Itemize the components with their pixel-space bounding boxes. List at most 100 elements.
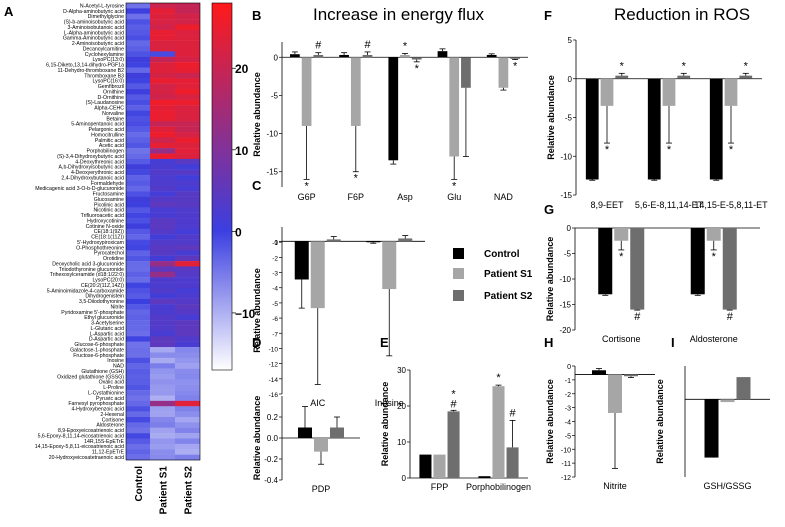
panel-e-category-label: Porphobilinogen [466,482,531,492]
panel-letter-i: I [671,335,675,350]
panel-e-y-tick-label: 20 [397,402,406,411]
panel-g-y-tick-label: 0 [567,224,572,233]
heatmap-row-label: L-Cystathionine [88,390,124,396]
heatmap-row-label: Orotidine [103,256,124,262]
heatmap-cell [126,255,150,262]
panel-b-bar [313,54,324,58]
heatmap-cell [175,320,200,326]
heatmap-cell [175,336,200,342]
heatmap-row-label: D-Aspartic acid [89,337,124,343]
panel-c-y-tick-label: -10 [269,346,279,353]
heatmap-cell [126,148,150,154]
panel-b-bar [290,54,300,58]
panel-c-y-tick-label: -12 [269,362,279,369]
heatmap-row-label: Acetic acid [99,143,124,149]
colorbar-tick-label: 20 [235,62,249,76]
heatmap-cell [175,29,200,36]
heatmap-row-label: 20-Hydroxyeicosatetraenoic acid [49,455,124,461]
heatmap-cell [126,347,150,353]
heatmap-row-label: Farnesyl pyrophosphate [68,401,124,407]
heatmap-row-label: D-Alpha-aminobutyric acid [63,9,124,15]
panel-c-y-tick-label: -2 [272,255,278,262]
heatmap-cell [126,24,150,31]
heatmap-cell [150,35,175,41]
heatmap-cell [150,427,175,434]
panel-letter-d: D [252,335,261,350]
heatmap-cell [126,395,150,402]
heatmap-cell [150,357,175,364]
heatmap-cell [175,67,200,74]
heatmap-cell [150,309,175,316]
panel-g-category-label: Cortisone [602,334,641,344]
heatmap-cell [175,325,200,332]
heatmap-cell [126,314,150,321]
panel-e-significance-mark: # [450,398,457,410]
panel-d-y-tick-label: -0.2 [264,455,278,464]
heatmap-cell [175,341,200,348]
heatmap-cell [175,293,200,299]
panel-letter-a: A [4,4,14,19]
panel-e-significance-mark: * [451,388,456,400]
heatmap-row-label: Dihydrogenistein [85,294,124,300]
heatmap-row-label: L-Aspartic acid [90,331,124,337]
panel-g-bar [614,228,629,241]
heatmap-row-label: Hydroxycotinine [87,218,124,224]
heatmap-cell [126,250,150,256]
panel-e-significance-mark: # [509,407,516,419]
heatmap-cell [150,175,175,181]
panel-b-significance-mark: # [364,39,371,51]
heatmap-cell [150,196,175,203]
heatmap-cell [150,121,175,127]
heatmap-row-label: Medicagenic acid 3-O-b-D-glucuronide [35,186,124,192]
heatmap-cell [150,115,175,122]
heatmap-cell [150,148,175,154]
heatmap-row-label: Nicotinic acid [93,208,124,214]
heatmap-cell [150,266,175,273]
heatmap-row-label: Gemfibrozil [98,84,124,90]
heatmap-cell [175,56,200,63]
panel-g-bar [690,228,705,295]
panel-d-y-tick-label: 0.2 [267,413,279,422]
panel-b-bar [350,57,361,126]
panel-h-bar [592,370,606,375]
panel-f-bar [600,78,614,106]
heatmap-cell [150,336,175,342]
panel-g-bar [598,228,613,295]
panel-g-significance-mark: # [727,311,734,323]
heatmap-cell [126,266,150,273]
heatmap-cell [126,363,150,369]
heatmap-cell [150,13,175,20]
panel-e-significance-mark: * [496,372,501,384]
panel-d-bar [330,427,344,438]
legend-label-control: Control [484,249,520,260]
heatmap-cell [126,400,150,407]
heatmap-cell [150,72,175,79]
heatmap-row-label: 11,12-EpETrE [92,450,125,456]
panel-c-bar [366,241,381,243]
heatmap-row-label: 2-Aminoisobutyric acid [72,41,124,47]
heatmap-cell [175,175,200,181]
heatmap-row-label: Formaldehyde [91,181,124,187]
heatmap-cell [175,99,200,106]
heatmap-cell [126,330,150,337]
heatmap-cell [126,72,150,79]
panel-h-y-tick-label: -4 [565,420,571,427]
heatmap-cell [175,218,200,224]
heatmap-cell [150,395,175,402]
heatmap-cell [150,67,175,74]
heatmap-cell [150,228,175,235]
heatmap-cell [150,271,175,278]
heatmap-cell [175,51,200,57]
heatmap-cell [150,207,175,213]
panel-c-bar [294,241,309,280]
heatmap-cell [150,282,175,289]
heatmap-cell [150,89,175,95]
heatmap-cell [126,454,150,461]
panel-b-category-label: Glu [447,192,461,202]
heatmap-row-label: 2-Hexenal [100,412,124,418]
heatmap-cell [175,83,200,90]
heatmap-cell [150,24,175,31]
heatmap-cell [126,271,150,278]
heatmap-row-label: Alpha-CEHC [94,106,124,112]
